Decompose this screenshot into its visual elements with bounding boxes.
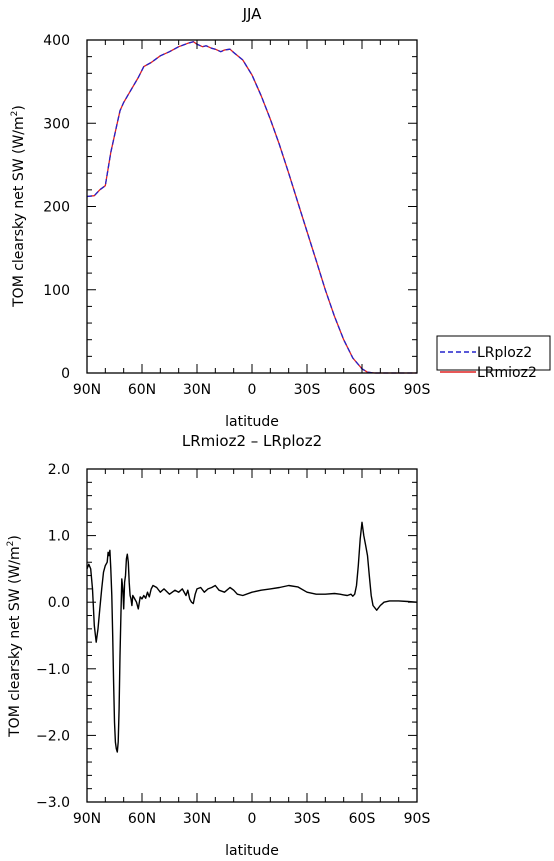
legend-box [436, 335, 551, 371]
y-axis-label-bottom-close: ) [7, 535, 23, 540]
y-tick-label: 0 [61, 366, 70, 382]
plot-frame-top [86, 39, 418, 374]
x-tick-label: 30N [183, 382, 211, 398]
series-line-lrploz2 [86, 41, 417, 374]
y-tick-label: −2.0 [36, 728, 70, 744]
y-axis-label-top-main: TOM clearsky net SW (W/m [11, 116, 27, 308]
legend: LRploz2 LRmioz2 [436, 335, 551, 381]
x-tick-label: 60N [128, 811, 156, 827]
x-tick-label: 30S [294, 811, 321, 827]
series-line-lrmioz2 [86, 41, 417, 374]
y-tick-label: 200 [43, 200, 70, 216]
x-tick-label: 60S [349, 811, 376, 827]
y-tick-label: −3.0 [36, 795, 70, 811]
legend-label-lrploz2: LRploz2 [477, 345, 532, 361]
x-tick-label: 0 [248, 382, 257, 398]
x-tick-label: 90N [73, 382, 101, 398]
ticks-top: 90N 60N 30N 0 30S 60S 90S 0 100 200 300 400 [43, 33, 430, 398]
panel-top: JJA 90N 60N 30N 0 30S 60S 90S 0 100 200 300 400 lat… [10, 5, 430, 430]
x-tick-label: 90S [404, 811, 431, 827]
x-tick-label: 90S [404, 382, 431, 398]
x-tick-label: 60N [128, 382, 156, 398]
chart-title-top: JJA [242, 5, 263, 23]
x-axis-label-bottom: latitude [225, 843, 279, 859]
x-tick-label: 30S [294, 382, 321, 398]
plot-frame-bottom [86, 468, 418, 803]
x-tick-label: 60S [349, 382, 376, 398]
y-tick-label: 100 [43, 283, 70, 299]
y-tick-label: 0.0 [48, 595, 70, 611]
y-tick-label: 1.0 [48, 529, 70, 545]
plot-area-bottom [86, 521, 418, 753]
y-axis-label-top-close: ) [11, 105, 27, 110]
panel-bottom: LRmioz2 – LRploz2 90N 60N 30N 0 30S 60S 90S −3.… [6, 432, 430, 859]
y-axis-label-bottom-main: TOM clearsky net SW (W/m [7, 546, 23, 738]
y-axis-label-bottom: TOM clearsky net SW (W/m2) [6, 535, 23, 738]
x-tick-label: 0 [248, 811, 257, 827]
y-tick-label: 400 [43, 33, 70, 49]
legend-label-lrmioz2: LRmioz2 [477, 365, 537, 381]
ticks-bottom: 90N 60N 30N 0 30S 60S 90S −3.0 −2.0 −1.0 0.0 1.0 2.0 [36, 462, 430, 827]
y-axis-label-bottom-sup: 2 [6, 541, 16, 547]
y-tick-label: 300 [43, 116, 70, 132]
y-axis-label-top-sup: 2 [10, 111, 20, 117]
plot-area-top [86, 41, 417, 374]
x-tick-label: 90N [73, 811, 101, 827]
y-axis-label-top: TOM clearsky net SW (W/m2) [10, 105, 27, 308]
y-tick-label: 2.0 [48, 462, 70, 478]
x-tick-label: 30N [183, 811, 211, 827]
chart-title-bottom: LRmioz2 – LRploz2 [182, 432, 322, 450]
x-axis-label-top: latitude [225, 414, 279, 430]
series-line-difference [86, 521, 418, 753]
y-tick-label: −1.0 [36, 662, 70, 678]
